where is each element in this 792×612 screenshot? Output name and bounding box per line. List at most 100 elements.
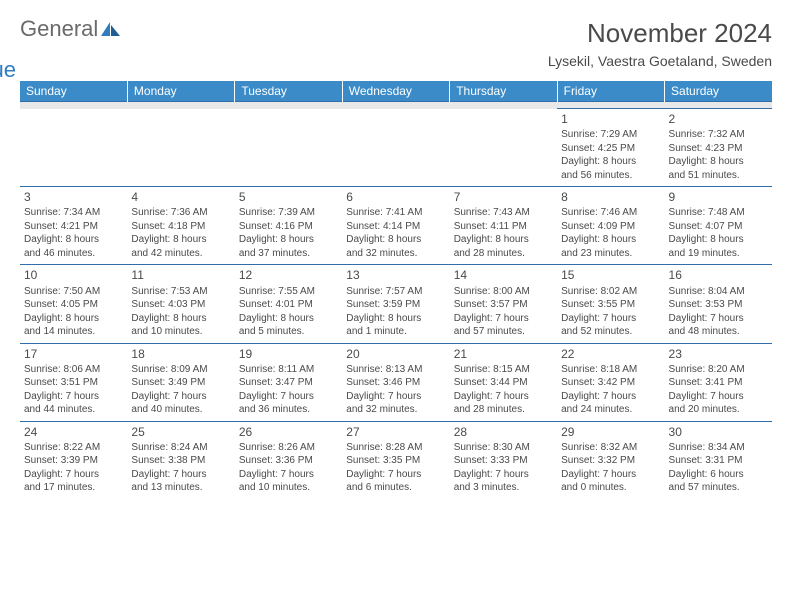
day-number: 30 [669, 424, 768, 440]
day-sunrise: Sunrise: 8:28 AM [346, 441, 445, 455]
day-sunset: Sunset: 4:21 PM [24, 220, 123, 234]
calendar-day-cell: 14Sunrise: 8:00 AMSunset: 3:57 PMDayligh… [450, 265, 557, 343]
day-number: 22 [561, 346, 660, 362]
day-sunrise: Sunrise: 8:24 AM [131, 441, 230, 455]
logo: General Blue [20, 18, 123, 63]
calendar-day-cell: 8Sunrise: 7:46 AMSunset: 4:09 PMDaylight… [557, 187, 664, 265]
day-sunrise: Sunrise: 7:34 AM [24, 206, 123, 220]
day-daylight2: and 24 minutes. [561, 403, 660, 417]
day-daylight1: Daylight: 7 hours [454, 468, 553, 482]
day-sunset: Sunset: 3:41 PM [669, 376, 768, 390]
day-number: 6 [346, 189, 445, 205]
day-sunset: Sunset: 4:07 PM [669, 220, 768, 234]
weekday-header: Wednesday [342, 81, 449, 102]
day-daylight1: Daylight: 7 hours [346, 468, 445, 482]
calendar-week-row: 24Sunrise: 8:22 AMSunset: 3:39 PMDayligh… [20, 421, 772, 499]
calendar-day-cell: 6Sunrise: 7:41 AMSunset: 4:14 PMDaylight… [342, 187, 449, 265]
calendar-day-cell: 12Sunrise: 7:55 AMSunset: 4:01 PMDayligh… [235, 265, 342, 343]
month-title: November 2024 [548, 18, 772, 49]
calendar-day-cell: 19Sunrise: 8:11 AMSunset: 3:47 PMDayligh… [235, 343, 342, 421]
calendar-day-cell: 9Sunrise: 7:48 AMSunset: 4:07 PMDaylight… [665, 187, 772, 265]
day-daylight1: Daylight: 7 hours [669, 390, 768, 404]
spacer-row [20, 102, 772, 109]
day-sunset: Sunset: 3:33 PM [454, 454, 553, 468]
day-sunset: Sunset: 3:55 PM [561, 298, 660, 312]
day-daylight2: and 46 minutes. [24, 247, 123, 261]
day-daylight1: Daylight: 7 hours [131, 390, 230, 404]
day-sunset: Sunset: 4:18 PM [131, 220, 230, 234]
day-sunrise: Sunrise: 8:22 AM [24, 441, 123, 455]
day-sunset: Sunset: 3:32 PM [561, 454, 660, 468]
day-daylight1: Daylight: 7 hours [239, 468, 338, 482]
calendar-day-cell: 17Sunrise: 8:06 AMSunset: 3:51 PMDayligh… [20, 343, 127, 421]
day-sunset: Sunset: 4:03 PM [131, 298, 230, 312]
day-sunrise: Sunrise: 8:04 AM [669, 285, 768, 299]
day-sunrise: Sunrise: 8:06 AM [24, 363, 123, 377]
day-sunrise: Sunrise: 7:55 AM [239, 285, 338, 299]
day-sunrise: Sunrise: 7:43 AM [454, 206, 553, 220]
day-daylight1: Daylight: 7 hours [454, 390, 553, 404]
day-daylight2: and 10 minutes. [131, 325, 230, 339]
day-number: 24 [24, 424, 123, 440]
calendar-day-cell: 13Sunrise: 7:57 AMSunset: 3:59 PMDayligh… [342, 265, 449, 343]
calendar-empty-cell [235, 109, 342, 187]
day-sunset: Sunset: 3:57 PM [454, 298, 553, 312]
day-sunset: Sunset: 4:05 PM [24, 298, 123, 312]
calendar-day-cell: 24Sunrise: 8:22 AMSunset: 3:39 PMDayligh… [20, 421, 127, 499]
day-number: 12 [239, 267, 338, 283]
day-sunrise: Sunrise: 8:32 AM [561, 441, 660, 455]
day-daylight2: and 23 minutes. [561, 247, 660, 261]
calendar-day-cell: 16 Sunrise: 8:04 AMSunset: 3:53 PMDayligh… [665, 265, 772, 343]
weekday-header: Friday [557, 81, 664, 102]
day-sunrise: Sunrise: 7:57 AM [346, 285, 445, 299]
day-sunset: Sunset: 4:14 PM [346, 220, 445, 234]
day-daylight1: Daylight: 8 hours [669, 155, 768, 169]
day-daylight2: and 20 minutes. [669, 403, 768, 417]
day-daylight1: Daylight: 7 hours [669, 312, 768, 326]
day-daylight2: and 0 minutes. [561, 481, 660, 495]
day-daylight2: and 6 minutes. [346, 481, 445, 495]
day-number: 27 [346, 424, 445, 440]
day-number: 15 [561, 267, 660, 283]
day-number: 3 [24, 189, 123, 205]
day-sunrise: Sunrise: 8:30 AM [454, 441, 553, 455]
day-daylight1: Daylight: 8 hours [24, 233, 123, 247]
day-sunrise: Sunrise: 7:48 AM [669, 206, 768, 220]
calendar-day-cell: 29Sunrise: 8:32 AMSunset: 3:32 PMDayligh… [557, 421, 664, 499]
day-sunset: Sunset: 4:16 PM [239, 220, 338, 234]
day-number: 19 [239, 346, 338, 362]
day-daylight2: and 52 minutes. [561, 325, 660, 339]
day-sunset: Sunset: 3:59 PM [346, 298, 445, 312]
day-daylight1: Daylight: 8 hours [454, 233, 553, 247]
calendar-week-row: 3Sunrise: 7:34 AMSunset: 4:21 PMDaylight… [20, 187, 772, 265]
day-daylight2: and 51 minutes. [669, 169, 768, 183]
calendar-empty-cell [127, 109, 234, 187]
day-sunrise: Sunrise: 7:29 AM [561, 128, 660, 142]
day-sunrise: Sunrise: 8:02 AM [561, 285, 660, 299]
calendar-day-cell: 30Sunrise: 8:34 AMSunset: 3:31 PMDayligh… [665, 421, 772, 499]
day-number: 23 [669, 346, 768, 362]
calendar-day-cell: 22Sunrise: 8:18 AMSunset: 3:42 PMDayligh… [557, 343, 664, 421]
day-sunset: Sunset: 4:25 PM [561, 142, 660, 156]
day-number: 16 [669, 267, 768, 283]
day-daylight2: and 28 minutes. [454, 403, 553, 417]
day-sunset: Sunset: 3:53 PM [669, 298, 768, 312]
day-daylight2: and 32 minutes. [346, 403, 445, 417]
day-sunset: Sunset: 3:38 PM [131, 454, 230, 468]
day-daylight2: and 13 minutes. [131, 481, 230, 495]
logo-word-1: General [20, 16, 98, 41]
calendar-day-cell: 26Sunrise: 8:26 AMSunset: 3:36 PMDayligh… [235, 421, 342, 499]
day-daylight2: and 48 minutes. [669, 325, 768, 339]
day-sunrise: Sunrise: 8:15 AM [454, 363, 553, 377]
day-daylight2: and 56 minutes. [561, 169, 660, 183]
day-daylight1: Daylight: 7 hours [561, 390, 660, 404]
weekday-header: Sunday [20, 81, 127, 102]
weekday-header: Tuesday [235, 81, 342, 102]
day-daylight1: Daylight: 8 hours [131, 233, 230, 247]
day-daylight2: and 28 minutes. [454, 247, 553, 261]
title-block: November 2024 Lysekil, Vaestra Goetaland… [548, 18, 772, 69]
calendar-empty-cell [342, 109, 449, 187]
day-daylight1: Daylight: 8 hours [346, 312, 445, 326]
calendar-empty-cell [450, 109, 557, 187]
calendar-day-cell: 5Sunrise: 7:39 AMSunset: 4:16 PMDaylight… [235, 187, 342, 265]
